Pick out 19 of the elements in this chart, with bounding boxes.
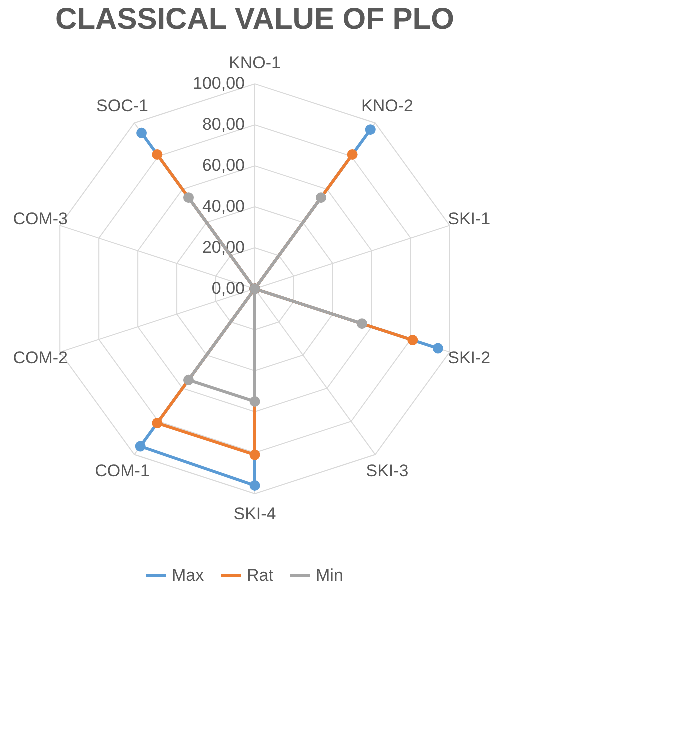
spoke-label: KNO-2 bbox=[362, 96, 414, 116]
spoke-label: KNO-1 bbox=[229, 54, 281, 73]
legend-label: Min bbox=[316, 566, 344, 585]
y-tick-label: 80,00 bbox=[202, 115, 245, 134]
spoke-label: SKI-4 bbox=[234, 504, 276, 524]
y-tick-label: 40,00 bbox=[202, 197, 245, 216]
y-tick-label: 0,00 bbox=[212, 279, 245, 298]
spoke-label: COM-1 bbox=[95, 461, 150, 480]
spoke-label: SOC-1 bbox=[96, 96, 148, 116]
spoke-label: COM-3 bbox=[13, 209, 68, 228]
spoke-label: SKI-2 bbox=[448, 348, 491, 368]
legend-label: Rat bbox=[247, 566, 274, 585]
y-tick-label: 60,00 bbox=[202, 156, 245, 176]
chart-title: CLASSICAL VALUE OF PLO bbox=[56, 3, 454, 36]
y-tick-label: 100,00 bbox=[193, 74, 245, 94]
spoke-label: SKI-3 bbox=[366, 461, 409, 480]
legend-label: Max bbox=[172, 566, 205, 585]
spoke-label: SKI-1 bbox=[448, 209, 491, 228]
spoke-label: COM-2 bbox=[13, 348, 68, 368]
